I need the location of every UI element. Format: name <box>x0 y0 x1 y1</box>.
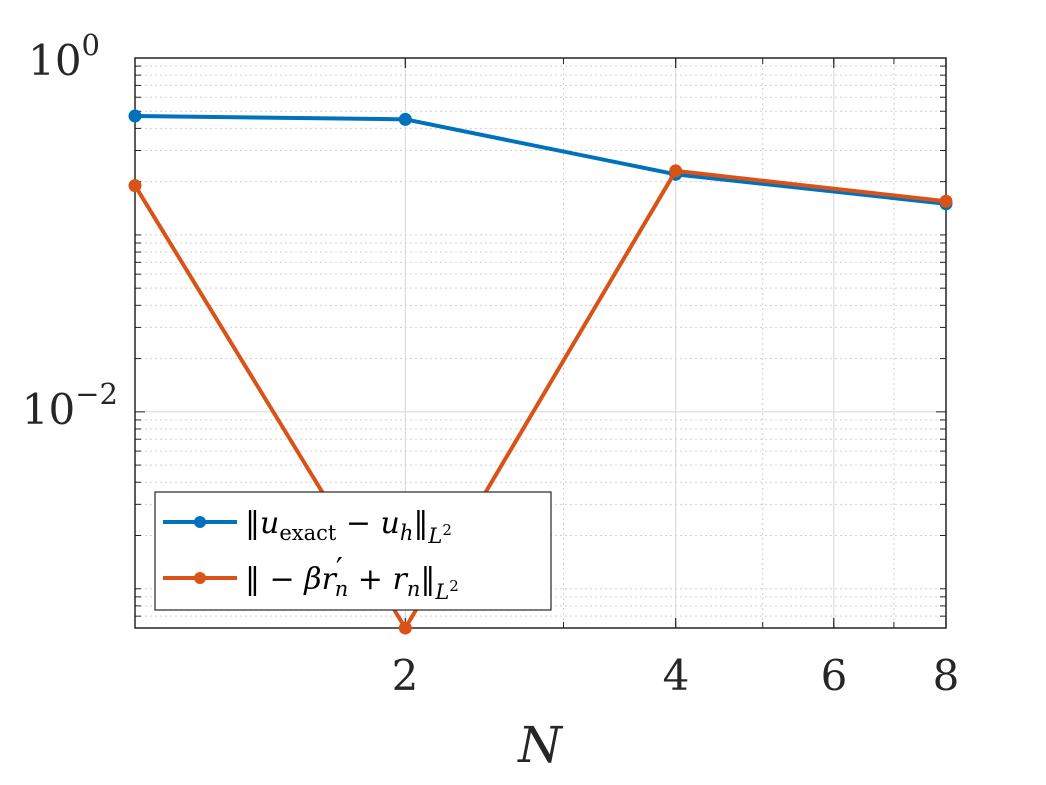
data-point-s2-3 <box>939 194 953 208</box>
legend-marker-series-1 <box>194 516 206 528</box>
legend: ‖uexact − uh‖L2 ‖ − βr′ n + rn‖L2 <box>154 491 552 611</box>
data-point-s1-1 <box>398 112 412 126</box>
plot-area-frame <box>134 57 947 629</box>
y-tick-label-1e-2: 10−2 <box>22 377 118 434</box>
y-tick-label-1e0: 100 <box>28 28 100 85</box>
data-point-s2-2 <box>669 164 683 178</box>
legend-box <box>154 491 552 611</box>
series-line-s2 <box>133 168 947 630</box>
series-layer <box>128 109 953 635</box>
x-tick-label-6: 6 <box>821 651 848 700</box>
y-tick-labels: 100 10−2 <box>22 28 118 434</box>
legend-label-series-2: ‖ − βr′ n + rn‖L2 <box>245 552 459 604</box>
x-tick-label-2: 2 <box>392 651 419 700</box>
legend-marker-series-2 <box>194 572 206 584</box>
x-tick-label-8: 8 <box>933 651 960 700</box>
data-point-s2-0 <box>128 179 142 193</box>
data-point-s2-1 <box>398 621 412 635</box>
legend-label-series-1: ‖uexact − uh‖L2 <box>245 506 452 548</box>
series-line-s1 <box>134 114 947 206</box>
x-axis-label: N <box>517 716 564 774</box>
data-point-s1-0 <box>128 109 142 123</box>
x-tick-labels: 2 4 6 8 <box>392 651 960 700</box>
axis-ticks <box>135 57 947 629</box>
x-tick-label-4: 4 <box>663 651 690 700</box>
